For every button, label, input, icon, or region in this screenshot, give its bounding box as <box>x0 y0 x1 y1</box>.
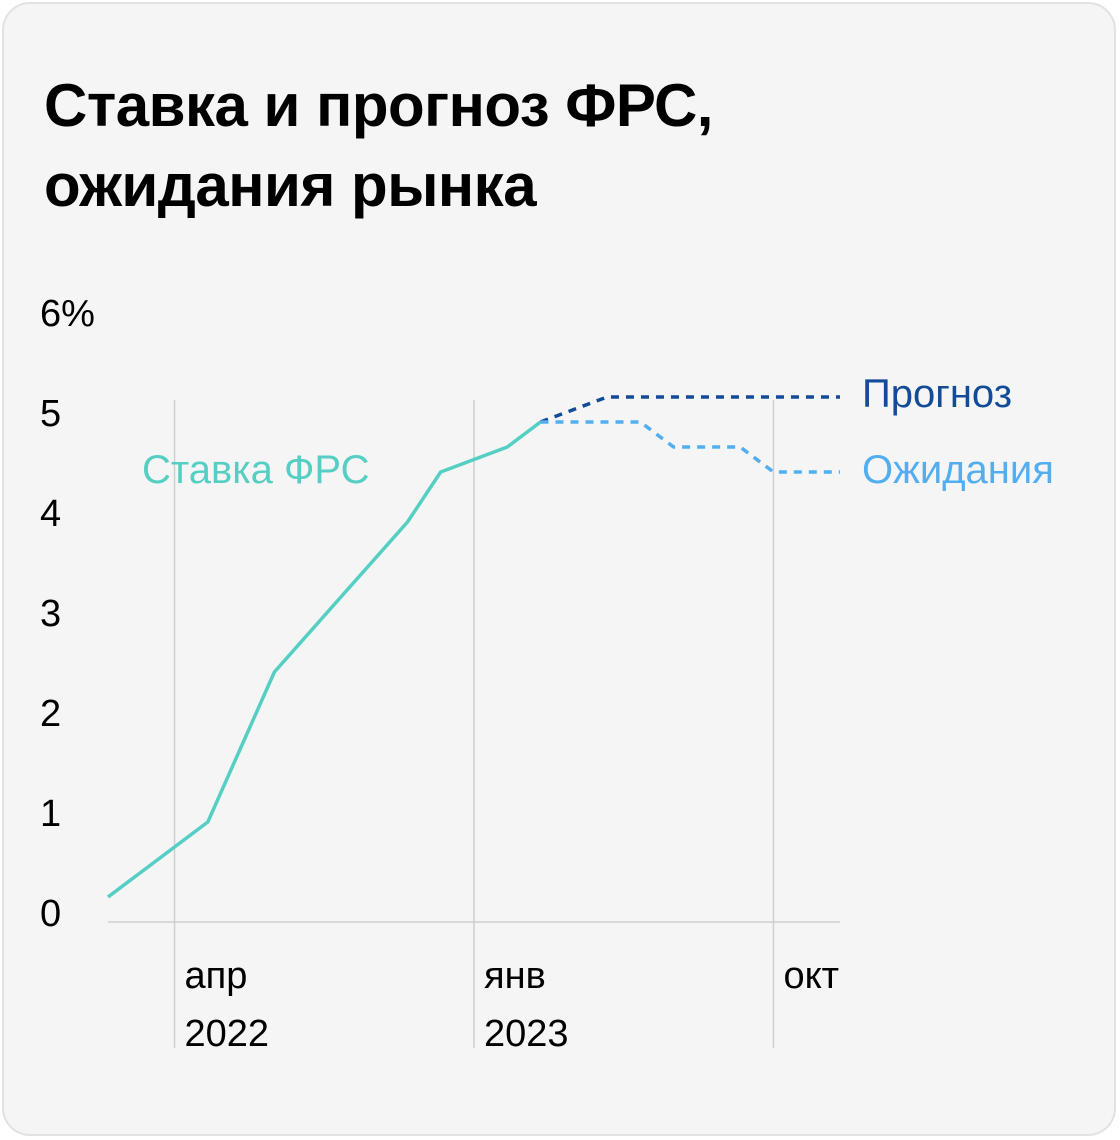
chart-title-line-2: ожидания рынка <box>44 152 537 219</box>
chart-title: Ставка и прогноз ФРС, ожидания рынка <box>44 66 713 226</box>
y-tick-label-5: 5 <box>40 393 61 435</box>
x-tick-sublabel-1: 2023 <box>484 1013 569 1055</box>
y-tick-label-0: 0 <box>40 893 61 935</box>
series-line-1 <box>539 395 840 424</box>
x-tick-label-2: окт <box>783 955 839 997</box>
x-tick-sublabel-0: 2022 <box>185 1013 270 1055</box>
x-tick-label-0: апр <box>185 955 248 997</box>
y-tick-label-1: 1 <box>40 793 61 835</box>
chart-title-line-1: Ставка и прогноз ФРС, <box>44 72 713 139</box>
x-tick-label-1: янв <box>484 955 546 997</box>
series-label-0: Ставка ФРС <box>142 448 370 492</box>
series-line-2 <box>540 420 840 474</box>
y-tick-label-3: 3 <box>40 593 61 635</box>
y-tick-label-2: 2 <box>40 693 61 735</box>
y-tick-label-4: 4 <box>40 493 61 535</box>
series-line-0 <box>106 420 542 899</box>
series-label-2: Ожидания <box>862 448 1054 492</box>
y-tick-label-6: 6% <box>40 293 95 335</box>
series-label-1: Прогноз <box>862 372 1012 416</box>
